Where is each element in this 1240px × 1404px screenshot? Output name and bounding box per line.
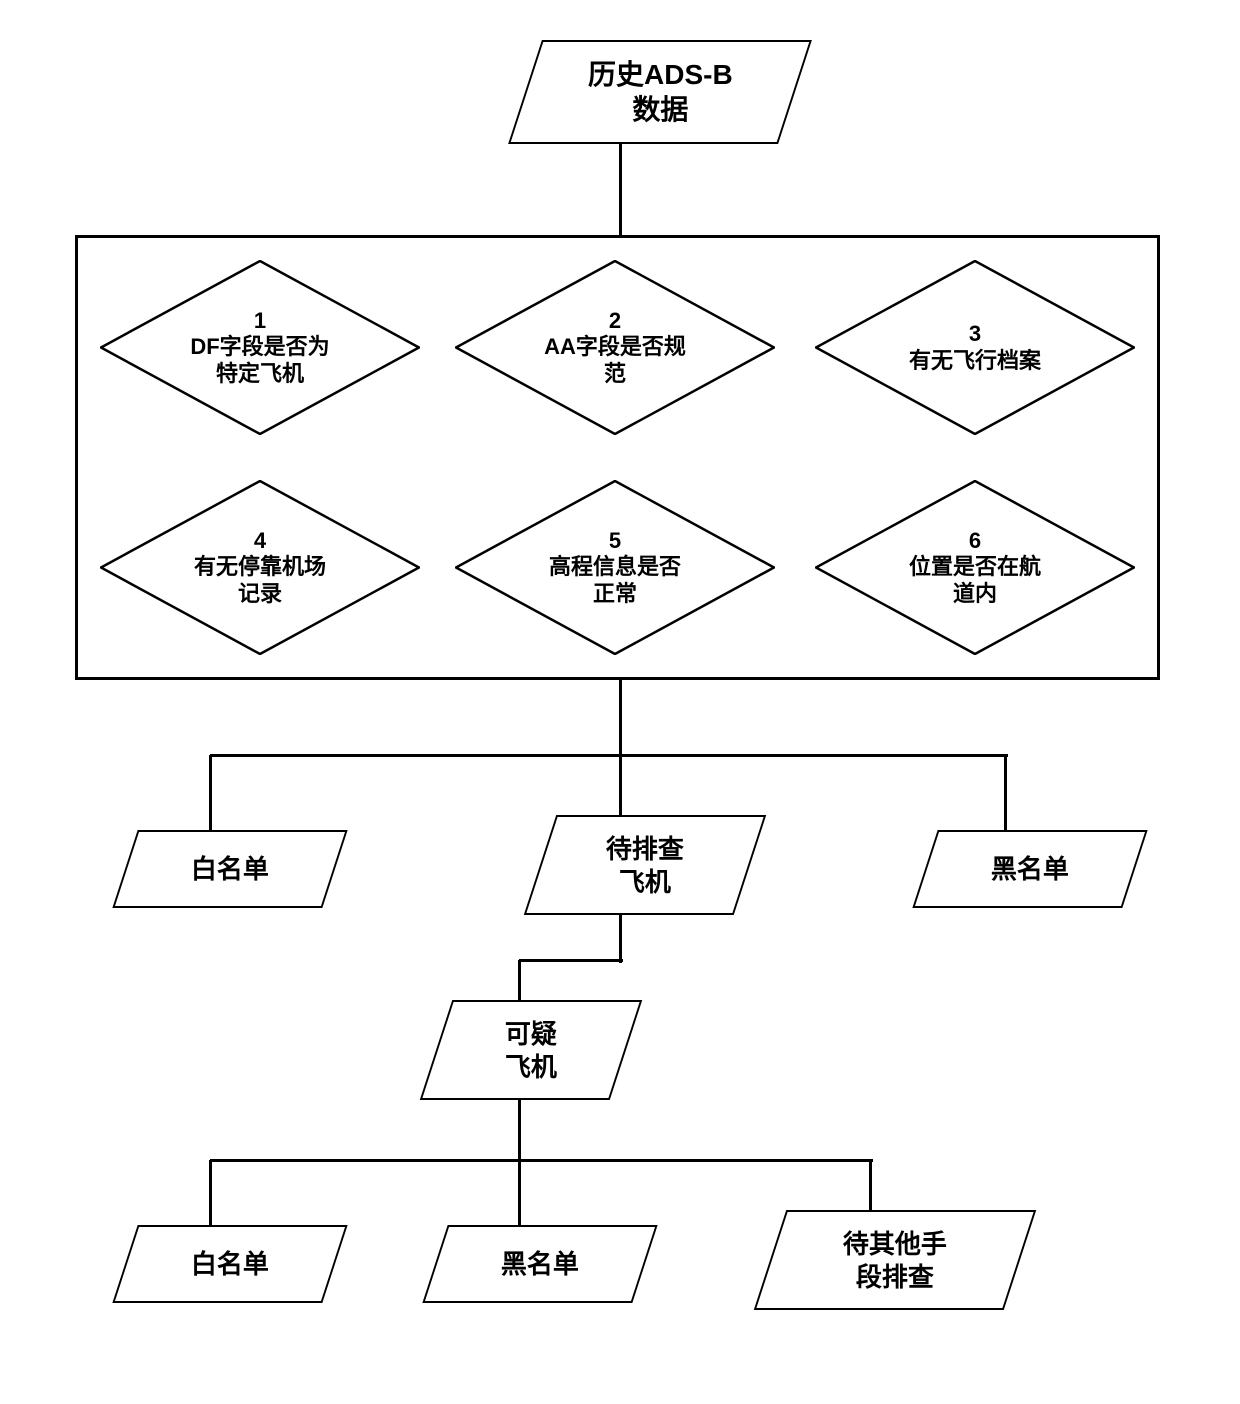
edge-segment bbox=[519, 1159, 873, 1162]
node-d1-label: 1 DF字段是否为 特定飞机 bbox=[100, 260, 420, 435]
edge-segment bbox=[210, 754, 623, 757]
edge-segment bbox=[519, 959, 623, 962]
node-r1_right-label: 黑名单 bbox=[991, 853, 1069, 886]
node-r2_right-label: 待其他手 段排查 bbox=[843, 1228, 947, 1293]
edge-segment bbox=[619, 680, 622, 818]
edge-segment bbox=[518, 960, 521, 1003]
node-r1_mid: 待排查 飞机 bbox=[524, 815, 766, 915]
flowchart-canvas: 历史ADS-B 数据 1 DF字段是否为 特定飞机2 AA字段是否规 范3 有无飞… bbox=[0, 0, 1240, 1404]
node-d2: 2 AA字段是否规 范 bbox=[455, 260, 775, 435]
edge-segment bbox=[619, 915, 622, 963]
node-d6-label: 6 位置是否在航 道内 bbox=[815, 480, 1135, 655]
edge-segment bbox=[209, 1160, 212, 1228]
node-top-label: 历史ADS-B 数据 bbox=[588, 57, 733, 127]
edge-segment bbox=[518, 1100, 521, 1228]
node-r2_mid: 黑名单 bbox=[422, 1225, 657, 1303]
node-top: 历史ADS-B 数据 bbox=[508, 40, 812, 144]
node-r1_mid-label: 待排查 飞机 bbox=[606, 833, 684, 898]
edge-segment bbox=[619, 144, 622, 238]
node-d3: 3 有无飞行档案 bbox=[815, 260, 1135, 435]
node-r1_left: 白名单 bbox=[112, 830, 347, 908]
node-d5: 5 高程信息是否 正常 bbox=[455, 480, 775, 655]
node-suspect-label: 可疑 飞机 bbox=[505, 1018, 557, 1083]
node-d4-label: 4 有无停靠机场 记录 bbox=[100, 480, 420, 655]
edge-segment bbox=[620, 754, 1008, 757]
node-r2_left: 白名单 bbox=[112, 1225, 347, 1303]
node-r1_left-label: 白名单 bbox=[191, 853, 269, 886]
node-r2_left-label: 白名单 bbox=[191, 1248, 269, 1281]
node-d3-label: 3 有无飞行档案 bbox=[815, 260, 1135, 435]
edge-segment bbox=[209, 755, 212, 833]
node-r1_right: 黑名单 bbox=[912, 830, 1147, 908]
node-d2-label: 2 AA字段是否规 范 bbox=[455, 260, 775, 435]
node-r2_right: 待其他手 段排查 bbox=[754, 1210, 1036, 1310]
node-d4: 4 有无停靠机场 记录 bbox=[100, 480, 420, 655]
node-d6: 6 位置是否在航 道内 bbox=[815, 480, 1135, 655]
edge-segment bbox=[1004, 755, 1007, 833]
node-d1: 1 DF字段是否为 特定飞机 bbox=[100, 260, 420, 435]
node-suspect: 可疑 飞机 bbox=[420, 1000, 642, 1100]
node-d5-label: 5 高程信息是否 正常 bbox=[455, 480, 775, 655]
edge-segment bbox=[210, 1159, 522, 1162]
node-r2_mid-label: 黑名单 bbox=[501, 1248, 579, 1281]
edge-segment bbox=[869, 1160, 872, 1213]
